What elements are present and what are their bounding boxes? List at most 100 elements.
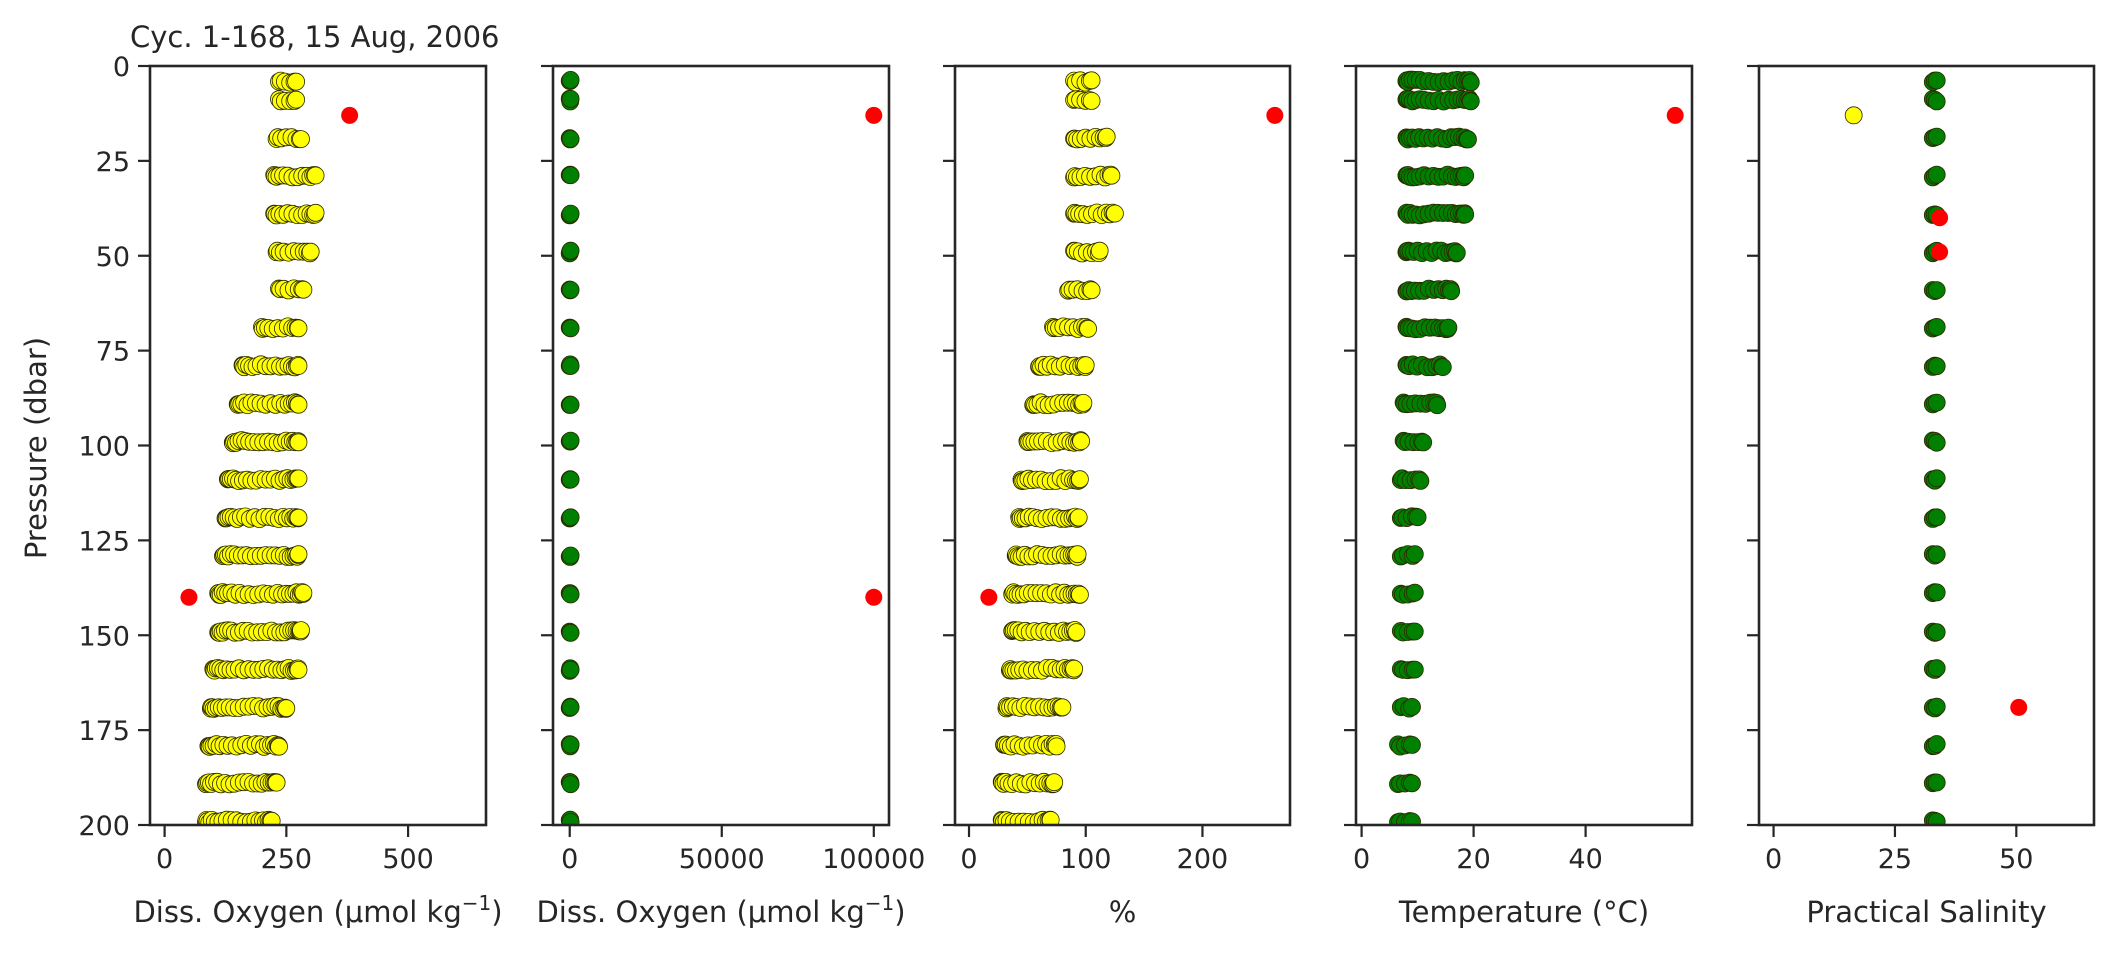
data-point	[1927, 127, 1946, 146]
data-point	[561, 660, 580, 679]
data-point	[1072, 432, 1090, 451]
data-point	[561, 623, 580, 642]
x-axis-label: Temperature (°C)	[1398, 895, 1649, 929]
data-point	[1927, 583, 1946, 602]
x-tick-label: 0	[561, 844, 578, 875]
data-point	[1053, 698, 1072, 717]
data-point	[301, 242, 320, 261]
data-point	[561, 319, 580, 338]
data-point	[1068, 545, 1087, 564]
y-tick-label: 125	[78, 526, 130, 557]
data-point	[1927, 71, 1946, 90]
data-point	[561, 775, 580, 794]
data-point	[306, 203, 325, 222]
data-point	[1405, 660, 1424, 679]
x-tick-label: 200	[1177, 844, 1229, 875]
subplot-4: 0 20 40 Temperature (°C)	[1344, 64, 1694, 929]
data-point	[1082, 92, 1101, 110]
data-point	[561, 546, 580, 565]
data-point	[561, 735, 580, 754]
data-point	[289, 661, 308, 679]
subplot-2: 0 50000 100000 Diss. Oxygen (μmol kg−1)	[536, 64, 925, 929]
data-point	[277, 699, 296, 718]
data-point	[1927, 469, 1946, 488]
x-tick-label: 50000	[679, 844, 765, 875]
highlight-point	[1844, 106, 1863, 125]
x-tick-label: 20	[1456, 844, 1490, 875]
x-tick-label: 0	[1765, 844, 1782, 875]
y-tick-label: 50	[96, 242, 130, 273]
data-point	[294, 280, 313, 299]
data-point	[1927, 393, 1946, 412]
data-point	[561, 241, 580, 260]
data-point	[1076, 356, 1095, 375]
data-point	[1411, 471, 1430, 490]
x-tick-label: 0	[156, 844, 173, 875]
data-point	[561, 166, 580, 185]
subplot-1: 0 25 50 75 100 125 150 175 200 0 250 500 Diss. Oxyge…	[78, 52, 502, 929]
data-point	[1047, 737, 1066, 756]
data-point	[1071, 470, 1089, 489]
outlier-point	[1266, 106, 1284, 124]
data-point	[1405, 545, 1424, 563]
x-tick-label: 100000	[822, 844, 925, 875]
figure-title: Cyc. 1-168, 15 Aug, 2006	[130, 20, 499, 54]
outlier-point	[865, 106, 883, 124]
data-point	[1461, 92, 1480, 111]
data-point	[289, 545, 308, 564]
data-point	[1927, 92, 1946, 111]
outlier-point	[1931, 243, 1949, 261]
data-point	[561, 395, 580, 414]
outlier-point	[865, 588, 883, 606]
data-point	[270, 737, 288, 756]
data-point	[1065, 659, 1083, 678]
data-point	[561, 204, 580, 223]
data-point	[561, 585, 580, 604]
data-point	[1414, 433, 1433, 452]
data-point	[289, 395, 308, 414]
data-point	[1403, 736, 1421, 754]
data-point	[292, 130, 310, 149]
data-point	[1442, 282, 1461, 301]
data-point	[1403, 774, 1421, 793]
data-point	[1403, 812, 1421, 825]
data-point	[1082, 281, 1101, 300]
data-point	[1927, 545, 1946, 564]
data-point	[289, 508, 308, 527]
data-point	[1090, 241, 1109, 260]
data-point	[1428, 396, 1447, 415]
data-point	[561, 813, 580, 825]
data-point	[1927, 281, 1946, 300]
y-tick-label: 75	[96, 337, 130, 368]
data-point	[1927, 623, 1946, 642]
data-point	[306, 166, 325, 185]
data-point	[1459, 130, 1477, 149]
data-point	[1079, 319, 1097, 338]
data-point	[1403, 698, 1421, 716]
outlier-point	[980, 588, 998, 606]
data-point	[1927, 165, 1946, 184]
y-tick-label: 175	[78, 716, 130, 747]
data-point	[1106, 204, 1124, 223]
x-axis-label: Practical Salinity	[1806, 895, 2046, 929]
x-tick-label: 25	[1878, 844, 1912, 875]
data-point	[561, 357, 580, 375]
data-point	[289, 433, 308, 452]
data-points	[980, 71, 1284, 825]
outlier-point	[1666, 106, 1684, 124]
data-point	[561, 470, 580, 489]
x-axis-label: %	[1109, 895, 1137, 929]
data-point	[1927, 735, 1946, 753]
data-point	[561, 280, 580, 299]
x-tick-label: 50	[1999, 844, 2033, 875]
x-tick-label: 100	[1060, 844, 1112, 875]
subplot-3: 0 100 200%	[943, 64, 1292, 929]
data-point	[1067, 623, 1086, 641]
x-tick-label: 0	[1353, 844, 1370, 875]
x-tick-label: 40	[1568, 844, 1602, 875]
data-point	[294, 584, 313, 602]
data-point	[1461, 73, 1480, 92]
data-point	[1071, 585, 1089, 604]
data-point	[287, 90, 306, 109]
